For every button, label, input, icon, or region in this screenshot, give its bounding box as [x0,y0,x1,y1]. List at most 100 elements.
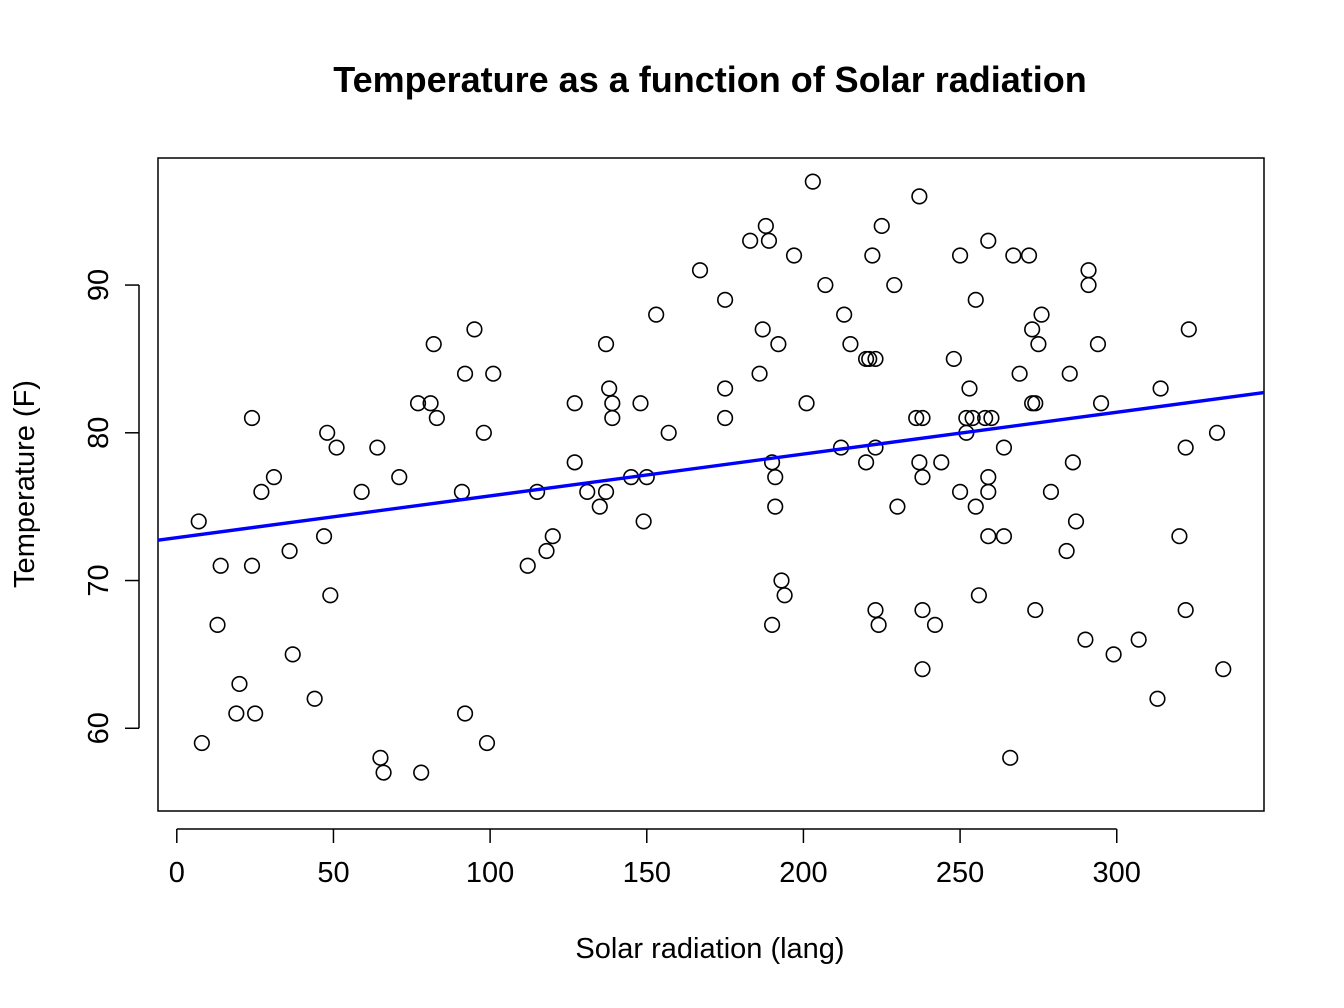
data-point [980,232,997,249]
data-point [422,395,439,412]
data-point [597,483,615,500]
data-point [635,513,652,530]
data-point [967,498,984,515]
data-point [228,705,245,722]
y-tick-label: 90 [83,269,115,301]
y-tick-label: 60 [83,712,115,744]
data-point [1152,380,1169,397]
data-point [328,439,345,456]
data-point [322,587,339,604]
data-point [716,291,734,308]
data-point [265,469,283,486]
data-point [1080,276,1097,294]
data-point [1067,513,1085,530]
data-point [1002,749,1019,766]
plot-frame [157,157,1265,812]
x-tick-label: 50 [317,857,349,889]
data-point [1105,646,1122,663]
data-point [566,395,583,412]
data-point [1011,365,1028,382]
data-point [914,469,931,486]
data-point [951,247,969,264]
data-point [1061,365,1078,382]
x-tick-label: 250 [936,857,984,889]
data-point [964,409,981,427]
data-point [767,498,784,515]
data-point [281,542,298,560]
regression-line-layer [157,390,1265,542]
data-point [538,542,555,560]
data-point [247,705,264,722]
data-point [1177,601,1194,619]
data-point [926,616,944,633]
data-point [319,424,336,441]
data-point [767,469,784,486]
data-point [951,483,969,500]
data-point [977,409,994,427]
data-point [886,276,903,294]
data-point [1033,306,1050,323]
data-point [601,380,618,397]
data-point [908,409,925,427]
data-point [369,439,386,456]
y-tick-label: 80 [83,417,115,449]
data-point [353,483,370,500]
data-point [193,734,210,752]
data-point [873,217,890,235]
data-point [475,424,492,441]
data-point [867,601,884,619]
data-point [1027,601,1044,619]
data-point [980,469,997,486]
data-point [579,483,596,500]
data-point [760,232,778,249]
data-point [1215,661,1232,678]
x-tick-label: 0 [169,857,185,889]
data-point [1064,454,1081,471]
data-point [1058,542,1075,560]
data-point [519,557,536,574]
data-point [456,705,474,722]
data-point [914,409,931,427]
data-point [785,247,803,264]
data-point [212,557,229,574]
data-point [961,380,978,397]
x-axis-label: Solar radiation (lang) [575,933,844,965]
data-point [1177,439,1194,456]
x-tick-label: 300 [1093,857,1141,889]
data-point [754,321,771,338]
data-point [466,321,483,338]
data-point [1042,483,1060,500]
data-point [409,395,427,412]
data-point [857,454,875,471]
data-point [413,764,430,781]
data-point [544,528,561,545]
data-point [1024,321,1041,338]
data-point [425,336,442,353]
data-point [751,365,768,382]
data-point [1020,247,1038,264]
data-point [798,395,815,412]
data-point [209,616,226,633]
data-point [945,350,962,368]
data-point [478,734,496,752]
data-point [1171,528,1188,545]
data-point [1089,336,1107,353]
data-point [716,380,734,397]
data-point [914,661,931,678]
data-point [842,336,859,353]
x-tick-label: 100 [466,857,514,889]
data-point [190,513,207,530]
data-point [970,587,987,604]
y-axis-label: Temperature (F) [9,380,41,588]
x-axis: 0 50 100 150 200 250 300 [169,828,1141,889]
y-tick-label: 70 [83,564,115,596]
data-point [391,469,408,486]
data-point [911,188,928,205]
data-point [742,232,759,249]
data-point [428,409,445,427]
data-point [1030,336,1047,353]
chart-title: Temperature as a function of Solar radia… [333,59,1086,100]
data-point [231,675,248,693]
data-point [773,572,790,589]
data-point [983,409,1000,427]
